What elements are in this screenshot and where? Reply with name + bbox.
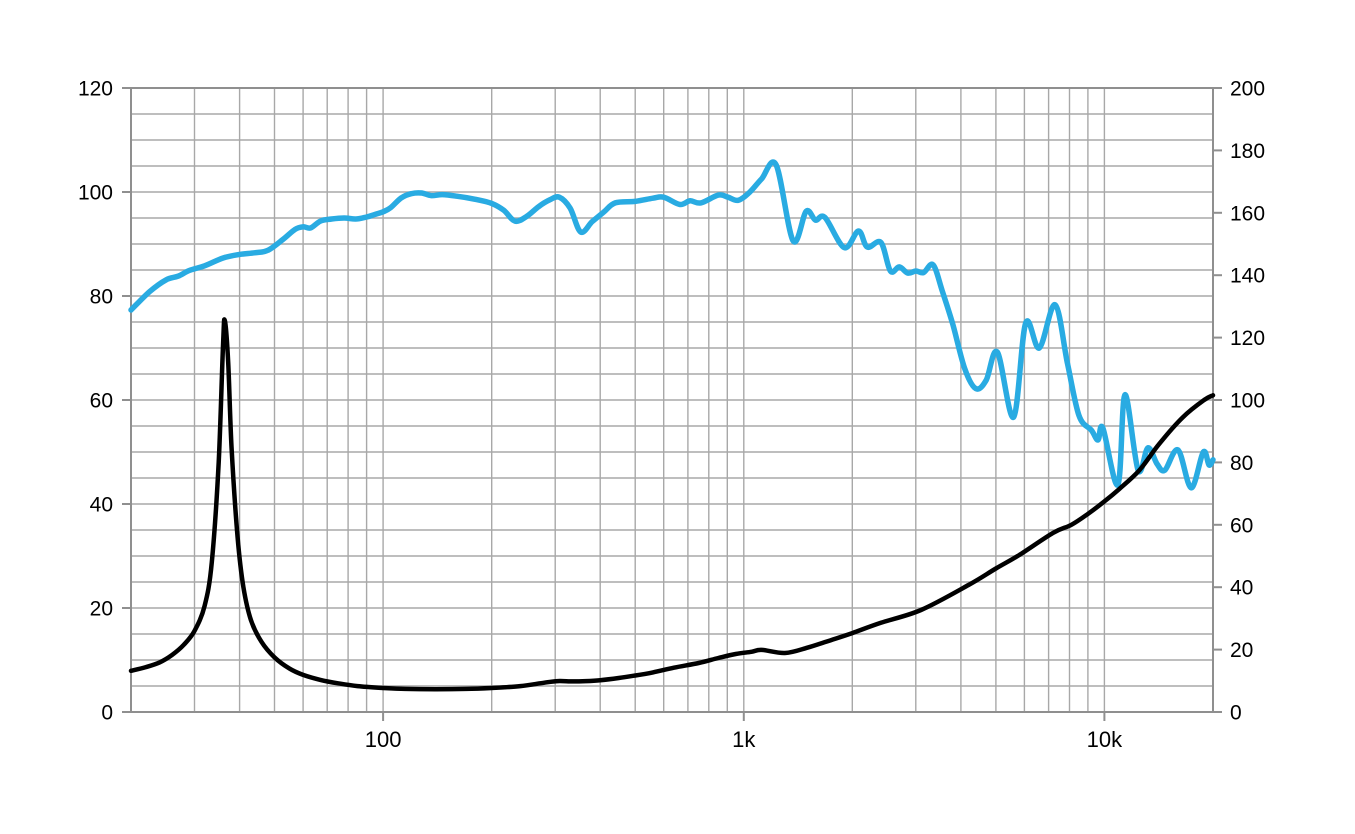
impedance-curve — [128, 317, 1216, 692]
left-axis-tick-label: 100 — [78, 182, 113, 205]
axis-ticks — [122, 87, 1222, 721]
x-axis-tick-label: 100 — [365, 727, 402, 752]
grid-lines — [131, 88, 1213, 712]
x-axis-tick-label: 10k — [1087, 727, 1123, 752]
left-axis-tick-label: 60 — [90, 390, 113, 413]
right-axis-tick-label: 60 — [1230, 514, 1253, 537]
left-axis-tick-label: 40 — [90, 494, 113, 517]
x-axis-labels: 100 1k 10k — [365, 727, 1123, 752]
right-axis-tick-label: 40 — [1230, 577, 1253, 600]
right-axis-tick-label: 0 — [1230, 702, 1242, 725]
spl-response-curve — [128, 159, 1216, 491]
left-axis-labels: 0 20 40 60 80 100 120 — [78, 78, 113, 725]
right-axis-tick-label: 80 — [1230, 452, 1253, 475]
left-axis-tick-label: 20 — [90, 598, 113, 621]
left-axis-tick-label: 120 — [78, 78, 113, 101]
right-axis-tick-label: 120 — [1230, 327, 1265, 350]
right-axis-tick-label: 20 — [1230, 639, 1253, 662]
right-axis-tick-label: 140 — [1230, 265, 1265, 288]
x-axis-tick-label: 1k — [732, 727, 756, 752]
left-axis-tick-label: 0 — [101, 702, 113, 725]
left-axis-tick-label: 80 — [90, 286, 113, 309]
right-axis-tick-label: 200 — [1230, 78, 1265, 101]
right-axis-tick-label: 160 — [1230, 202, 1265, 225]
right-axis-tick-label: 100 — [1230, 390, 1265, 413]
right-axis-labels: 0 20 40 60 80 100 120 140 160 180 200 — [1230, 78, 1265, 725]
right-axis-tick-label: 180 — [1230, 140, 1265, 163]
